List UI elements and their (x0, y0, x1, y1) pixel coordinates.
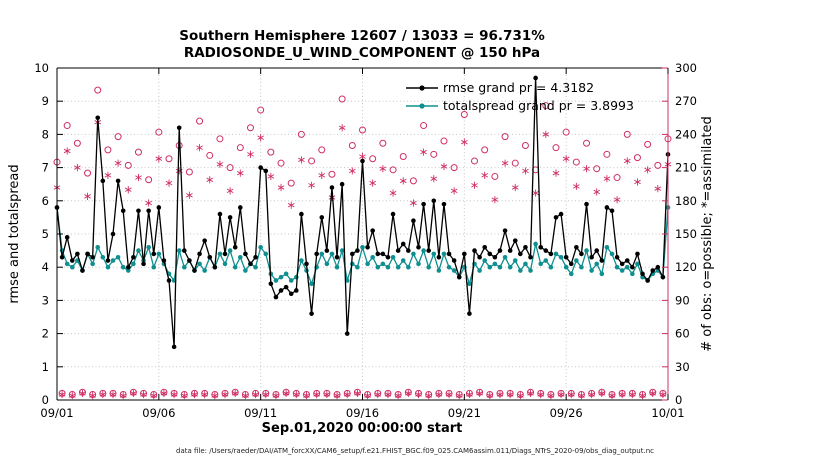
chart-title: Southern Hemisphere 12607 / 13033 = 96.7… (179, 28, 545, 44)
svg-text:210: 210 (675, 161, 697, 175)
svg-text:0: 0 (675, 393, 682, 407)
svg-text:60: 60 (675, 327, 690, 341)
axis-layer: 0 1 2 3 4 5 6 7 8 9 10 0 30 60 90 120 150 180 210 240 270 300… (34, 61, 697, 420)
svg-text:150: 150 (675, 227, 697, 241)
svg-text:30: 30 (675, 360, 690, 374)
svg-text:1: 1 (42, 360, 49, 374)
svg-text:0: 0 (42, 393, 49, 407)
x-axis-label: Sep.01,2020 00:00:00 start (262, 421, 463, 436)
svg-text:7: 7 (42, 161, 49, 175)
series-layer (53, 75, 672, 400)
svg-text:09/21: 09/21 (448, 406, 481, 420)
svg-text:5: 5 (42, 227, 49, 241)
svg-text:9: 9 (42, 94, 49, 108)
svg-text:09/11: 09/11 (244, 406, 277, 420)
svg-text:09/16: 09/16 (346, 406, 379, 420)
svg-text:3: 3 (42, 293, 49, 307)
data-file-caption: data file: /Users/raeder/DAI/ATM_forcXX/… (176, 447, 654, 455)
legend-rmse-label: rmse grand pr = 4.3182 (443, 80, 594, 95)
svg-text:300: 300 (675, 61, 697, 75)
svg-text:270: 270 (675, 94, 697, 108)
y-axis-left-label: rmse and totalspread (7, 164, 22, 303)
svg-text:4: 4 (42, 260, 49, 274)
svg-text:09/01: 09/01 (40, 406, 73, 420)
legend-rmse-marker (419, 85, 425, 91)
svg-text:90: 90 (675, 293, 690, 307)
y-axis-right-label: # of obs: o=possible; *=assimilated (700, 116, 715, 351)
svg-text:10/01: 10/01 (651, 406, 684, 420)
svg-text:2: 2 (42, 327, 49, 341)
svg-text:240: 240 (675, 127, 697, 141)
legend-totalspread-marker (419, 103, 425, 109)
svg-text:09/06: 09/06 (142, 406, 175, 420)
svg-text:09/26: 09/26 (550, 406, 583, 420)
svg-text:6: 6 (42, 194, 49, 208)
chart-subtitle: RADIOSONDE_U_WIND_COMPONENT @ 150 hPa (184, 45, 540, 61)
svg-text:120: 120 (675, 260, 697, 274)
legend: rmse grand pr = 4.3182 totalspread grand… (406, 80, 634, 113)
svg-text:180: 180 (675, 194, 697, 208)
svg-text:8: 8 (42, 127, 49, 141)
svg-text:10: 10 (34, 61, 49, 75)
legend-totalspread-label: totalspread grand pr = 3.8993 (443, 98, 634, 113)
